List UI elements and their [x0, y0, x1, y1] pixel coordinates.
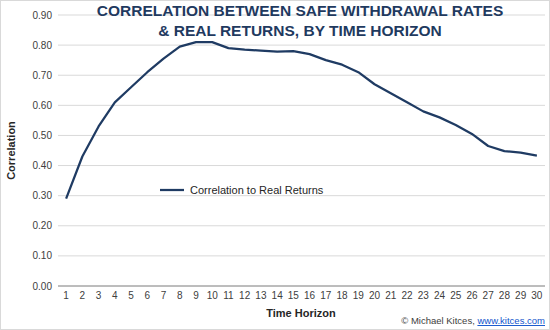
y-tick-label: 0.40 [33, 160, 53, 171]
y-axis-line [58, 15, 59, 286]
legend-label: Correlation to Real Returns [190, 184, 324, 196]
x-tick-label: 24 [434, 290, 446, 301]
title: & REAL RETURNS, BY TIME HORIZON [158, 22, 442, 39]
x-axis-title: Time Horizon [266, 307, 336, 319]
x-tick-label: 17 [320, 290, 332, 301]
x-tick-label: 22 [401, 290, 413, 301]
x-tick-label: 10 [207, 290, 219, 301]
grid-line [58, 45, 545, 46]
title: CORRELATION BETWEEN SAFE WITHDRAWAL RATE… [97, 2, 503, 19]
background [1, 1, 550, 330]
y-tick-label: 0.10 [33, 250, 53, 261]
grid-line [58, 75, 545, 76]
x-tick-label: 25 [450, 290, 462, 301]
x-tick-label: 1 [63, 290, 69, 301]
x-tick-label: 13 [255, 290, 267, 301]
x-tick-label: 12 [239, 290, 251, 301]
grid-line [58, 286, 545, 287]
x-tick-label: 19 [353, 290, 365, 301]
legend-swatch [160, 189, 184, 191]
x-tick-label: 3 [96, 290, 102, 301]
grid-line [58, 105, 545, 106]
x-tick-label: 2 [80, 290, 86, 301]
y-tick-label: 0.50 [33, 130, 53, 141]
grid-line [58, 255, 545, 256]
credit: © Michael Kitces, www.kitces.com [401, 315, 545, 326]
x-tick-label: 30 [531, 290, 543, 301]
y-tick-label: 0.60 [33, 100, 53, 111]
x-tick-label: 16 [304, 290, 316, 301]
grid-line [58, 165, 545, 166]
x-tick-label: 4 [112, 290, 118, 301]
plot-area [66, 42, 537, 199]
x-tick-label: 20 [369, 290, 381, 301]
y-axis-title: Correlation [5, 121, 17, 180]
y-tick-label: 0.70 [33, 70, 53, 81]
x-tick-label: 5 [128, 290, 134, 301]
credit-link[interactable]: www.kitces.com [476, 315, 545, 326]
x-tick-label: 23 [418, 290, 430, 301]
series-line [66, 42, 537, 199]
x-tick-label: 15 [288, 290, 300, 301]
x-tick-label: 7 [161, 290, 167, 301]
y-tick-label: 0.90 [33, 10, 53, 21]
credit-text: © Michael Kitces, [401, 315, 477, 326]
y-tick-label: 0.20 [33, 220, 53, 231]
x-tick-label: 8 [177, 290, 183, 301]
x-tick-label: 11 [223, 290, 234, 301]
chart: 0.00 0.10 0.20 0.30 0.40 0.50 0.60 0.70 0.80 0.90… [0, 0, 550, 330]
y-tick-label: 0.80 [33, 40, 53, 51]
y-tick-label: 0.00 [33, 281, 53, 292]
y-tick-label: 0.30 [33, 190, 53, 201]
x-tick-label: 14 [272, 290, 284, 301]
x-tick-label: 28 [499, 290, 511, 301]
x-tick-label: 6 [145, 290, 151, 301]
x-tick-label: 27 [483, 290, 495, 301]
x-tick-label: 9 [193, 290, 199, 301]
grid-line [58, 225, 545, 226]
x-tick-label: 18 [337, 290, 349, 301]
x-tick-label: 26 [466, 290, 478, 301]
x-tick-label: 29 [515, 290, 527, 301]
x-tick-label: 21 [385, 290, 397, 301]
x-axis-line [58, 286, 545, 287]
